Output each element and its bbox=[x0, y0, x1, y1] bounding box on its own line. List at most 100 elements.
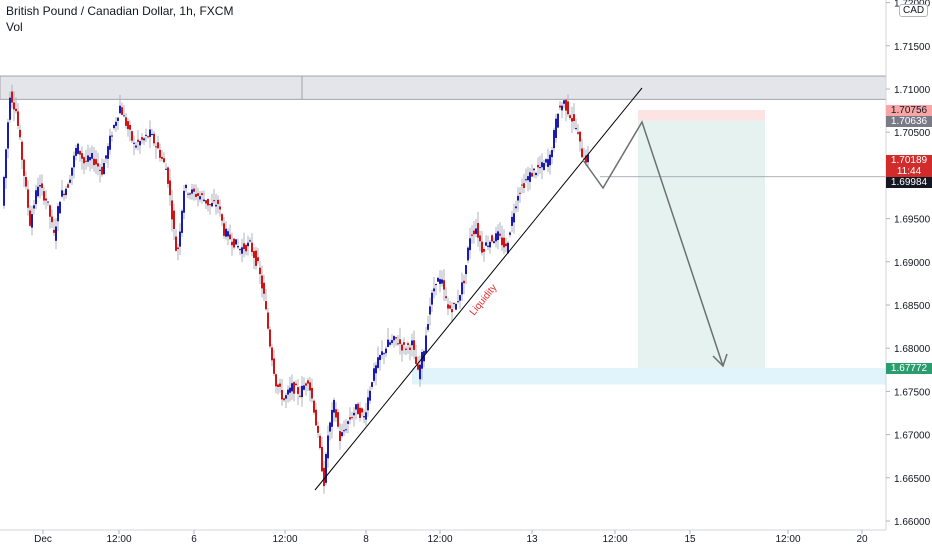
candle-body bbox=[15, 108, 17, 112]
candle-body bbox=[265, 301, 267, 310]
price-axis[interactable]: 1.66000 1.66500 1.67000 1.67500 1.68000 1.685… bbox=[885, 0, 931, 530]
candle-body bbox=[513, 213, 515, 223]
candle-body bbox=[425, 335, 427, 354]
candle-body bbox=[253, 251, 255, 258]
candle-body bbox=[221, 214, 223, 221]
candle-body bbox=[63, 193, 65, 196]
candle-body bbox=[563, 100, 565, 104]
candle-body bbox=[25, 177, 27, 187]
candle-body bbox=[483, 249, 485, 252]
candle-body bbox=[375, 365, 377, 374]
candle-body bbox=[33, 205, 35, 209]
candle-body bbox=[501, 237, 503, 246]
candle-body bbox=[83, 157, 85, 164]
candle-body bbox=[419, 364, 421, 380]
candles bbox=[3, 84, 589, 494]
candle-body bbox=[411, 340, 413, 346]
candle-body bbox=[171, 200, 173, 220]
candle-body bbox=[287, 389, 289, 395]
candle-body bbox=[531, 172, 533, 177]
candle-body bbox=[109, 135, 111, 150]
candle-body bbox=[13, 102, 15, 110]
candle-body bbox=[251, 242, 253, 253]
candle-body bbox=[381, 351, 383, 355]
candle-body bbox=[283, 398, 285, 401]
candle-body bbox=[77, 143, 79, 154]
candle-body bbox=[479, 235, 481, 242]
candle-body bbox=[447, 304, 449, 309]
candle-body bbox=[585, 155, 587, 163]
candle-body bbox=[317, 425, 319, 433]
candle-body bbox=[505, 243, 507, 247]
x-tick-label: 15 bbox=[684, 534, 696, 545]
candle-body bbox=[263, 282, 265, 294]
bar-countdown: 11:44 bbox=[886, 166, 932, 177]
candle-body bbox=[67, 184, 69, 188]
candle-body bbox=[161, 156, 163, 159]
candle-body bbox=[379, 355, 381, 361]
candle-body bbox=[17, 111, 19, 126]
candle-body bbox=[579, 131, 581, 142]
candle-body bbox=[275, 374, 277, 387]
candle-body bbox=[539, 167, 541, 169]
candle-body bbox=[85, 160, 87, 162]
candle-body bbox=[257, 257, 259, 262]
candle-body bbox=[353, 412, 355, 416]
x-tick-label: 12:00 bbox=[427, 534, 452, 545]
candle-body bbox=[259, 267, 261, 275]
candle-body bbox=[441, 279, 443, 284]
candle-body bbox=[463, 280, 465, 284]
candle-body bbox=[141, 137, 143, 140]
candle-body bbox=[515, 206, 517, 209]
candle-body bbox=[205, 200, 207, 204]
candle-body bbox=[413, 340, 415, 350]
candle-body bbox=[153, 133, 155, 144]
candle-body bbox=[481, 241, 483, 253]
zones bbox=[0, 75, 887, 385]
candle-body bbox=[519, 192, 521, 194]
candle-body bbox=[445, 296, 447, 299]
resistance-zone bbox=[0, 75, 887, 100]
entry-price-tag: 1.70636 bbox=[886, 116, 932, 127]
currency-badge[interactable]: CAD bbox=[899, 4, 929, 17]
candle-body bbox=[545, 159, 547, 163]
candle-body bbox=[465, 265, 467, 275]
candle-body bbox=[187, 193, 189, 195]
candle-body bbox=[7, 122, 9, 149]
candle-body bbox=[39, 185, 41, 187]
y-tick-label: 1.67000 bbox=[894, 431, 931, 442]
candle-body bbox=[279, 383, 281, 387]
candle-body bbox=[203, 199, 205, 202]
candle-body bbox=[209, 204, 211, 206]
candle-body bbox=[55, 226, 57, 241]
candle-body bbox=[537, 164, 539, 168]
volume-indicator-label[interactable]: Vol bbox=[6, 20, 23, 34]
candle-body bbox=[73, 155, 75, 168]
time-axis[interactable]: Dec 12:00 6 12:00 8 12:00 13 12:00 15 12:00 20 bbox=[0, 529, 886, 545]
candle-body bbox=[125, 117, 127, 126]
crosshair-price-tag: 1.69984 bbox=[886, 177, 932, 188]
candle-body bbox=[327, 435, 329, 459]
candle-body bbox=[525, 179, 527, 181]
candle-body bbox=[41, 183, 43, 188]
candle-body bbox=[295, 383, 297, 386]
candle-body bbox=[47, 201, 49, 203]
candle-body bbox=[355, 404, 357, 410]
candle-body bbox=[351, 417, 353, 419]
candle-body bbox=[231, 241, 233, 246]
candle-body bbox=[333, 399, 335, 413]
candle-body bbox=[329, 422, 331, 432]
candle-body bbox=[547, 159, 549, 167]
candle-body bbox=[435, 283, 437, 285]
candle-body bbox=[43, 191, 45, 201]
candle-body bbox=[535, 172, 537, 176]
candle-body bbox=[119, 105, 121, 114]
x-tick-label: 12:00 bbox=[775, 534, 800, 545]
candle-body bbox=[431, 292, 433, 305]
candle-body bbox=[397, 343, 399, 345]
candle-body bbox=[331, 409, 333, 427]
symbol-title[interactable]: British Pound / Canadian Dollar, 1h, FXC… bbox=[6, 4, 234, 18]
stop-loss-area bbox=[638, 110, 765, 121]
candle-body bbox=[207, 198, 209, 206]
